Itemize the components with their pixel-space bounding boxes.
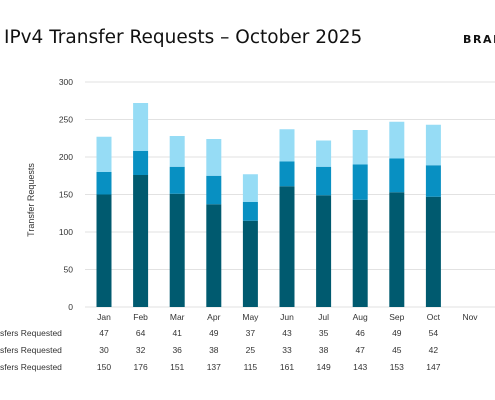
table-cell: 36 <box>172 345 182 355</box>
y-tick-label: 100 <box>59 227 73 237</box>
x-axis-ticks: Jan Feb Mar Apr May Jun Jul Aug Sep Oct Nov <box>97 312 478 322</box>
x-tick-label: Feb <box>133 312 148 322</box>
data-table: sfers Requested 47 64 41 49 37 43 35 46 49 54 sfers… <box>0 328 441 372</box>
y-axis-label: Transfer Requests <box>26 163 36 237</box>
bar-segment <box>425 165 441 197</box>
page-title: IPv4 Transfer Requests – October 2025 <box>4 27 363 48</box>
table-cell: 150 <box>97 362 111 372</box>
bar-segment <box>96 172 112 195</box>
table-cell: 47 <box>355 345 365 355</box>
y-tick-label: 50 <box>64 265 74 275</box>
x-tick-label: Mar <box>170 312 185 322</box>
table-cell: 143 <box>353 362 367 372</box>
bar-segment <box>133 103 149 151</box>
table-cell: 64 <box>136 328 146 338</box>
table-cell: 46 <box>355 328 365 338</box>
bar-segment <box>96 136 112 172</box>
bar-segment <box>389 121 405 159</box>
bar-segment <box>206 175 222 205</box>
bar-segment <box>169 193 185 307</box>
bar-segment <box>352 164 368 200</box>
x-tick-label: Sep <box>389 312 404 322</box>
bar-segment <box>279 129 295 162</box>
bar-segment <box>389 192 405 307</box>
y-tick-label: 150 <box>59 190 73 200</box>
table-cell: 37 <box>246 328 256 338</box>
bar-segment <box>425 196 441 307</box>
bar-segment <box>352 199 368 307</box>
table-cell: 49 <box>392 328 402 338</box>
x-tick-label: Jul <box>318 312 329 322</box>
bar-segment <box>206 204 222 307</box>
bar-segment <box>133 175 149 307</box>
table-cell: 161 <box>280 362 294 372</box>
y-tick-label: 200 <box>59 152 73 162</box>
table-cell: 35 <box>319 328 329 338</box>
y-tick-label: 0 <box>68 302 73 312</box>
table-cell: 147 <box>426 362 440 372</box>
x-tick-label: May <box>242 312 259 322</box>
bar-segment <box>316 195 332 307</box>
bar-segment <box>316 166 332 196</box>
table-cell: 45 <box>392 345 402 355</box>
bar-segment <box>96 194 112 307</box>
bar-segment <box>133 151 149 175</box>
table-cell: 149 <box>317 362 331 372</box>
table-cell: 47 <box>99 328 109 338</box>
table-cell: 25 <box>246 345 256 355</box>
bar-segment <box>242 220 258 307</box>
table-cell: 115 <box>244 362 258 372</box>
table-cell: 38 <box>319 345 329 355</box>
y-tick-label: 300 <box>59 77 73 87</box>
x-tick-label: Apr <box>207 312 220 322</box>
table-cell: 176 <box>134 362 148 372</box>
table-cell: 137 <box>207 362 221 372</box>
bar-segment <box>242 174 258 202</box>
table-cell: 38 <box>209 345 219 355</box>
bar-segment <box>242 202 258 221</box>
bar-segment <box>279 161 295 187</box>
y-axis-ticks: 0 50 100 150 200 250 300 <box>59 77 73 312</box>
table-cell: 54 <box>429 328 439 338</box>
x-tick-label: Oct <box>427 312 441 322</box>
table-cell: 42 <box>429 345 439 355</box>
x-tick-label: Aug <box>353 312 368 322</box>
y-tick-label: 250 <box>59 115 73 125</box>
table-row-label: sfers Requested <box>0 328 62 338</box>
bar-segment <box>206 139 222 176</box>
table-cell: 49 <box>209 328 219 338</box>
table-cell: 153 <box>390 362 404 372</box>
table-cell: 33 <box>282 345 292 355</box>
table-cell: 41 <box>172 328 182 338</box>
table-cell: 43 <box>282 328 292 338</box>
table-cell: 30 <box>99 345 109 355</box>
bars <box>96 103 441 307</box>
brand-logo-text: BRAN <box>463 33 495 46</box>
table-cell: 151 <box>170 362 184 372</box>
bar-segment <box>352 130 368 165</box>
x-tick-label: Jun <box>280 312 294 322</box>
table-row-label: sfers Requested <box>0 345 62 355</box>
x-tick-label: Jan <box>97 312 111 322</box>
bar-segment <box>389 158 405 193</box>
bar-segment <box>169 166 185 194</box>
bar-segment <box>316 140 332 167</box>
bar-segment <box>169 136 185 167</box>
table-row-label: sfers Requested <box>0 362 62 372</box>
bar-segment <box>425 124 441 166</box>
x-tick-label: Nov <box>462 312 478 322</box>
bar-segment <box>279 186 295 307</box>
table-cell: 32 <box>136 345 146 355</box>
